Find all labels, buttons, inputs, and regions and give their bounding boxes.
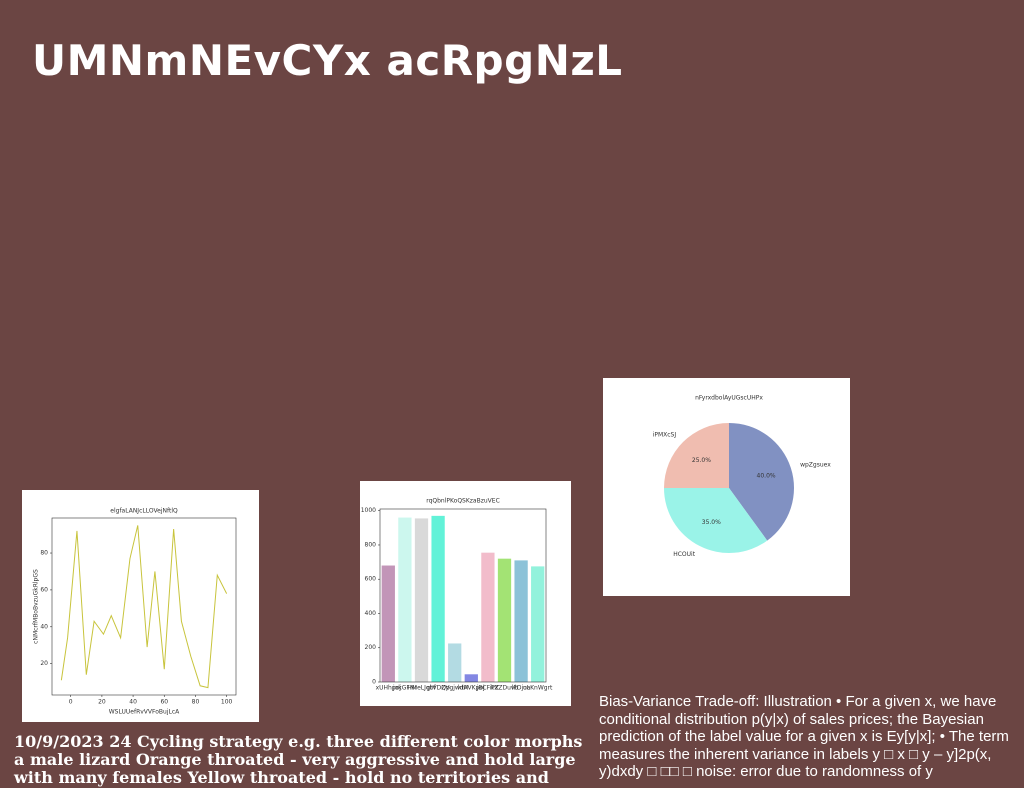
chart-title: nFyrxdbolAyUGscUHPx [695, 395, 763, 402]
bar [497, 558, 512, 682]
bar [514, 560, 528, 682]
x-tick-label: 60 [160, 699, 168, 706]
y-tick-label: 1000 [361, 507, 376, 514]
x-tick-label: jBCFiPZ [476, 685, 499, 692]
x-tick-label: 80 [192, 699, 200, 706]
body-text: 10/9/2023 24 Cycling strategy e.g. three… [14, 732, 583, 787]
x-tick-label: ktAVKpoj [458, 685, 485, 692]
bar [414, 518, 429, 682]
y-tick-label: 0 [372, 679, 376, 686]
bar [431, 515, 445, 682]
slice-value-label: 25.0% [692, 457, 711, 464]
line-series [60, 525, 228, 689]
pie-chart: nFyrxdbolAyUGscUHPx 40.0% wpZgsuex 35.0% HCO… [603, 378, 850, 596]
y-tick-label: 200 [365, 644, 377, 651]
x-tick-label: uLKnWgrt [523, 685, 553, 692]
y-tick-label: 800 [365, 541, 377, 548]
slide-title: UMNmNEvCYx acRpgNzL [32, 36, 623, 85]
x-tick-label: HMeLJqbf [407, 685, 436, 692]
pie-slice [664, 488, 768, 553]
bar-chart: rqQbnlPKoQSKzaBzuVEC 0 200 400 600 800 1000 xUH… [360, 481, 571, 706]
x-tick-label: 40 [129, 699, 137, 706]
x-tick-label: 20 [98, 699, 106, 706]
x-tick-label: gtVDQp [426, 685, 450, 692]
slice-value-label: 35.0% [702, 519, 721, 526]
chart-title: rqQbnlPKoQSKzaBzuVEC [426, 498, 500, 505]
x-axis-label: WSLUUefRvVVFoBujLcA [109, 709, 180, 716]
bar [464, 674, 478, 682]
x-tick-label: jokGFNr [392, 685, 417, 692]
slice-label: HCOUit [673, 551, 695, 558]
plot-frame [379, 508, 547, 683]
x-tick-label: 100 [221, 699, 233, 706]
pie-slice [664, 423, 729, 488]
bar [381, 565, 395, 682]
y-tick-label: 40 [40, 623, 48, 630]
y-axis-label: cNMcrfMBoBvzuGkRlpGS [33, 569, 40, 644]
y-tick-label: 600 [365, 576, 377, 583]
bar [398, 517, 412, 682]
bar [531, 566, 545, 682]
y-tick-label: 400 [365, 610, 377, 617]
bar [481, 552, 495, 682]
x-tick-label: kXZDuvb [491, 685, 519, 692]
y-tick-label: 80 [40, 550, 48, 557]
x-tick-label: ZVgjwdH [441, 685, 468, 692]
y-tick-label: 20 [40, 660, 48, 667]
pie-slice [729, 423, 794, 541]
slice-label: iPMXcSJ [653, 432, 677, 439]
bar [448, 643, 462, 682]
x-tick-label: 0 [69, 699, 73, 706]
plot-frame [51, 517, 237, 696]
x-tick-label: xUHhpoj [376, 685, 402, 692]
slice-label: wpZgsuex [800, 461, 831, 468]
x-tick-label: lFDjoa [512, 685, 531, 692]
body-text: Bias-Variance Trade-off: Illustration • … [599, 693, 1009, 780]
chart-title: elgfaLANJcLLOVejNftlQ [110, 508, 178, 515]
slice-value-label: 40.0% [757, 472, 776, 479]
y-tick-label: 60 [40, 586, 48, 593]
line-chart: elgfaLANJcLLOVejNftlQ 0 20 40 60 80 100 20 40 60 8… [22, 490, 259, 722]
